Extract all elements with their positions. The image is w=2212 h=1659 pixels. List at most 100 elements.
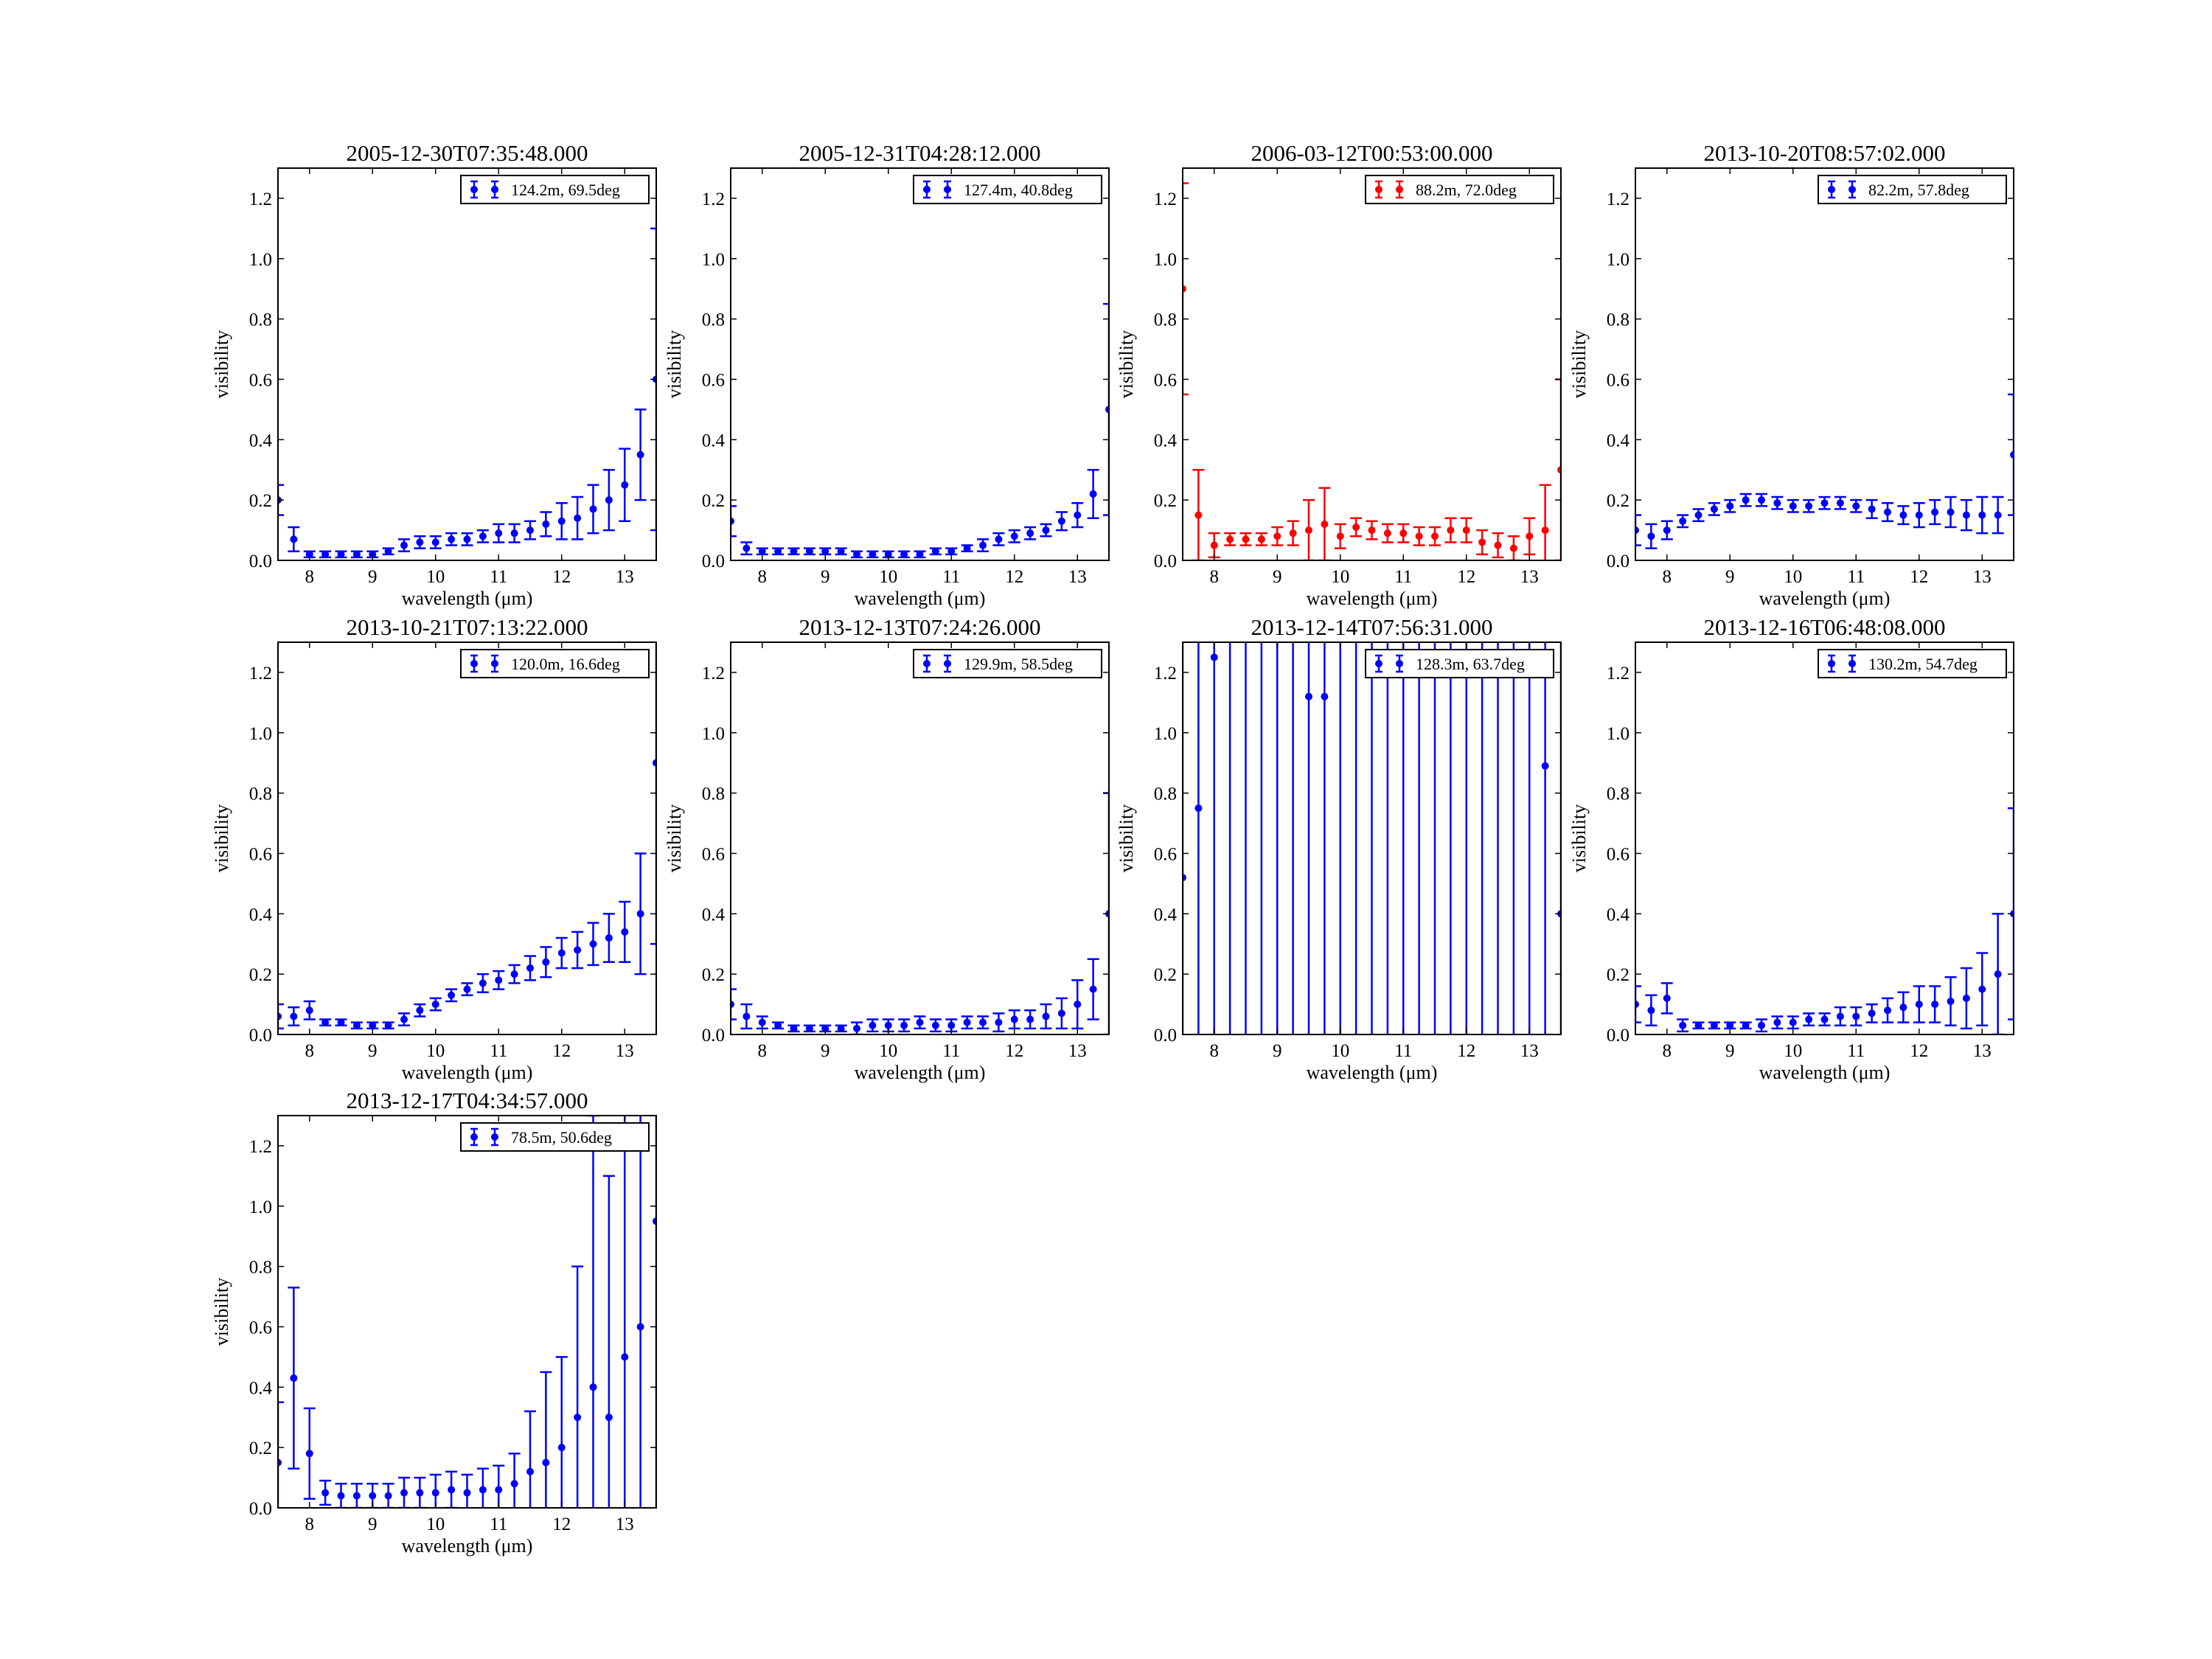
y-tick-label: 0.2 [249,965,272,985]
legend-label: 130.2m, 54.7deg [1868,655,1978,673]
data-point [495,976,503,984]
plot-area [731,792,1109,1034]
y-tick-label: 0.6 [249,1318,272,1338]
data-point [1868,1009,1876,1018]
x-tick-label: 11 [490,1041,507,1061]
legend-symbol [1848,660,1856,667]
data-point [995,535,1003,543]
legend-symbol [491,660,498,667]
legend-symbol [1396,660,1403,667]
data-point [636,451,644,459]
y-axis-label: visibility [1116,804,1137,872]
subplot-title: 2006-03-12T00:53:00.000 [1251,140,1492,166]
subplot-title: 2005-12-31T04:28:12.000 [799,140,1040,166]
data-point [1368,526,1376,535]
data-point [1105,406,1109,414]
y-tick-label: 0.2 [249,1439,272,1458]
data-point [431,538,439,546]
y-tick-label: 0.2 [1154,965,1177,985]
x-tick-label: 9 [1273,1041,1282,1061]
data-point [337,1492,345,1500]
x-tick-label: 13 [1520,567,1539,587]
data-point [963,1018,971,1026]
y-tick-label: 0.4 [702,431,726,451]
y-tick-label: 0.6 [702,844,725,864]
x-tick-label: 12 [1457,1041,1475,1061]
x-tick-label: 12 [1005,1041,1023,1061]
data-point [1679,517,1687,525]
x-tick-label: 11 [942,1041,960,1061]
data-point [526,1467,534,1475]
data-point [1663,526,1671,535]
data-point [1273,532,1281,540]
y-tick-label: 1.0 [249,250,272,270]
subplot: 8 9 10 11 12 13 0.0 0.2 0.4 0.6 0.8 1.0 1.2 2005-12-3… [211,140,657,609]
data-point [1074,1001,1082,1009]
y-axis-label: visibility [211,330,232,398]
data-point [1994,511,2002,519]
subplot-title: 2013-12-16T06:48:08.000 [1703,614,1945,640]
y-tick-label: 1.2 [249,664,272,684]
y-tick-label: 1.0 [702,724,725,744]
x-tick-label: 10 [1331,1041,1349,1061]
x-tick-label: 10 [1331,567,1349,587]
x-tick-label: 9 [821,567,830,587]
data-point [1758,1021,1765,1029]
data-point [869,1021,877,1029]
data-point [400,1489,408,1497]
data-point [400,1015,408,1023]
subplot-title: 2013-12-14T07:56:31.000 [1251,614,1492,640]
subplot-title: 2005-12-30T07:35:48.000 [346,140,588,166]
legend-box [460,175,650,204]
data-point [1899,1004,1907,1012]
x-tick-label: 8 [1210,1041,1220,1061]
data-point [1242,535,1250,543]
y-tick-label: 1.2 [702,664,725,684]
subplot: 8 9 10 11 12 13 0.0 0.2 0.4 0.6 0.8 1.0 1.2 2013-10-2… [1568,140,2014,609]
data-point [774,547,782,555]
y-tick-label: 0.4 [249,905,273,925]
x-tick-label: 11 [490,567,507,587]
axes-frame [730,167,1110,561]
data-point [1026,1015,1034,1023]
data-point [510,1480,518,1488]
data-point [1710,1021,1718,1029]
x-tick-label: 9 [821,1041,830,1061]
plot-area [278,1116,656,1508]
legend-label: 78.5m, 50.6deg [511,1128,612,1147]
data-point [369,550,377,558]
plot-area [1183,182,1561,560]
x-tick-label: 10 [426,1041,445,1061]
x-axis-label: wavelength (μm) [855,1062,986,1083]
x-tick-label: 9 [368,1514,378,1534]
data-point [979,1018,987,1026]
data-point [1947,508,1955,516]
y-tick-label: 1.2 [702,189,725,209]
subplot: 8 9 10 11 12 13 0.0 0.2 0.4 0.6 0.8 1.0 1.2 2013-12-1… [664,614,1110,1083]
y-axis-label: visibility [1568,804,1590,872]
axes-frame [1182,167,1562,561]
y-tick-label: 0.8 [249,1258,272,1278]
data-point [605,496,613,504]
data-point [1773,1018,1781,1026]
data-point [479,1486,487,1494]
data-point [900,550,908,558]
legend-box [1365,649,1554,678]
y-tick-label: 1.0 [1154,724,1177,744]
data-point [1663,994,1671,1002]
subplot: 8 9 10 11 12 13 0.0 0.2 0.4 0.6 0.8 1.0 1.2 2013-12-1… [1568,614,2014,1083]
data-point [1431,532,1439,540]
y-tick-label: 1.0 [249,724,272,744]
data-point [574,946,582,954]
data-point [526,964,534,972]
data-point [431,1489,439,1497]
data-point [557,517,566,525]
data-point [1742,1021,1750,1029]
x-axis-label: wavelength (μm) [855,588,986,609]
x-tick-label: 9 [368,567,378,587]
data-point [448,535,456,543]
plot-area [1635,393,2014,549]
data-point [731,517,734,525]
y-tick-label: 0.0 [249,552,272,571]
y-tick-label: 1.2 [249,1137,272,1157]
